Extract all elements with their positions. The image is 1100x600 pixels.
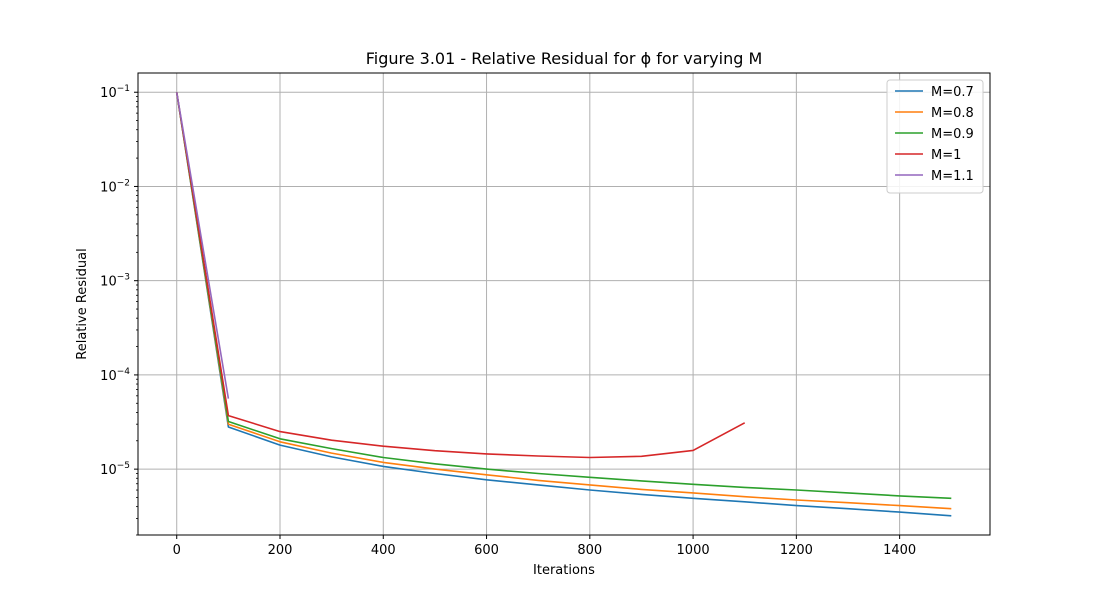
series-layer <box>175 92 952 517</box>
x-tick-label: 0 <box>173 543 181 558</box>
x-tick-label: 1400 <box>883 543 916 558</box>
chart-title: Figure 3.01 - Relative Residual for ϕ fo… <box>366 49 763 68</box>
legend-label: M=1.1 <box>931 169 974 184</box>
series-line-m-1-1 <box>175 92 230 399</box>
series-line-m-0-8 <box>175 92 952 510</box>
x-axis-label: Iterations <box>533 563 595 578</box>
legend-label: M=0.8 <box>931 106 974 121</box>
grid-layer <box>138 73 990 535</box>
y-tick-label: 10−5 <box>100 461 130 478</box>
series-line-m-0-7 <box>175 92 952 517</box>
x-tick-label: 600 <box>474 543 499 558</box>
x-tick-label: 400 <box>371 543 396 558</box>
legend: M=0.7 M=0.8 M=0.9 M=1 M=1.1 <box>886 79 984 194</box>
plot-frame <box>137 72 991 536</box>
series-line-m-1 <box>175 92 746 459</box>
x-tick-label: 1000 <box>677 543 710 558</box>
legend-label: M=0.7 <box>931 85 974 100</box>
x-axis: 0 200 400 600 800 1000 1200 1400 <box>173 535 916 558</box>
legend-box <box>886 79 984 194</box>
legend-label: M=1 <box>931 148 961 163</box>
y-tick-label: 10−1 <box>100 84 130 101</box>
x-tick-label: 800 <box>577 543 602 558</box>
x-tick-label: 200 <box>268 543 293 558</box>
legend-label: M=0.9 <box>931 127 974 142</box>
x-tick-label: 1200 <box>780 543 813 558</box>
y-tick-label: 10−3 <box>100 273 130 290</box>
y-axis-label: Relative Residual <box>75 248 90 359</box>
y-axis: 10−5 10−4 10−3 10−2 10−1 <box>100 84 138 536</box>
series-line-m-0-9 <box>175 92 952 500</box>
y-tick-label: 10−4 <box>100 367 130 384</box>
y-tick-label: 10−2 <box>100 178 130 195</box>
